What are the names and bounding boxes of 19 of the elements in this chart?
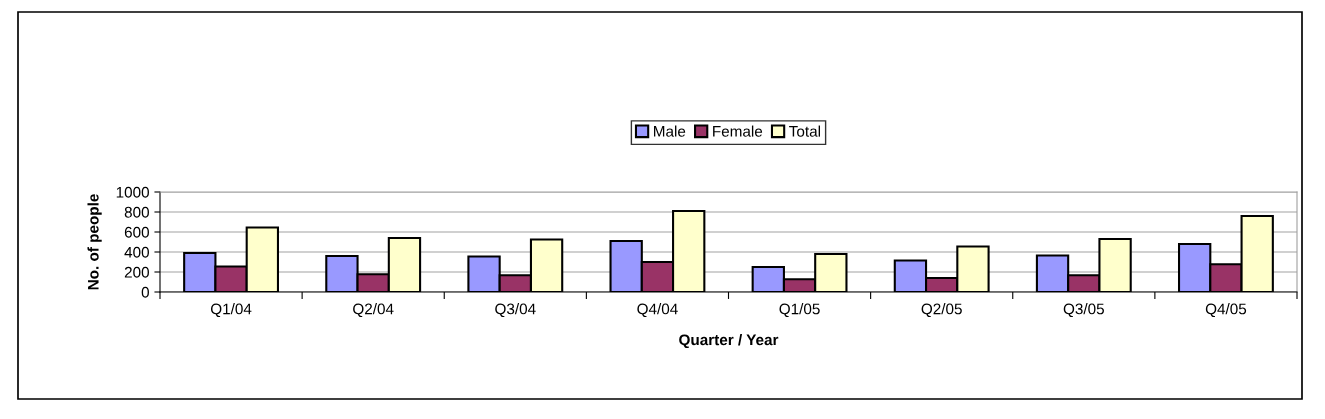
y-tick-label: 200 [124,266,149,278]
x-tick-label: Q3/04 [495,303,536,318]
legend-label: Total [789,125,821,137]
x-tick-label: Q4/05 [1205,303,1247,318]
y-axis-title: No. of people [87,194,102,290]
x-tick-label: Q2/04 [353,303,394,318]
y-tick-label: 600 [124,226,149,238]
x-tick-label: Q2/05 [921,303,962,318]
y-tick-label: 0 [141,286,149,298]
legend-label: Male [654,125,686,137]
y-tick-label: 400 [124,246,149,258]
x-tick-label: Q1/04 [210,303,252,318]
y-tick-label: 800 [124,206,149,218]
x-tick-label: Q4/04 [637,303,678,318]
x-tick-label: Q3/05 [1063,303,1104,318]
y-tick-label: 1000 [116,186,149,198]
legend-label: Female [713,125,763,137]
x-tick-label: Q1/05 [779,303,820,318]
x-axis-title: Quarter / Year [679,334,779,349]
